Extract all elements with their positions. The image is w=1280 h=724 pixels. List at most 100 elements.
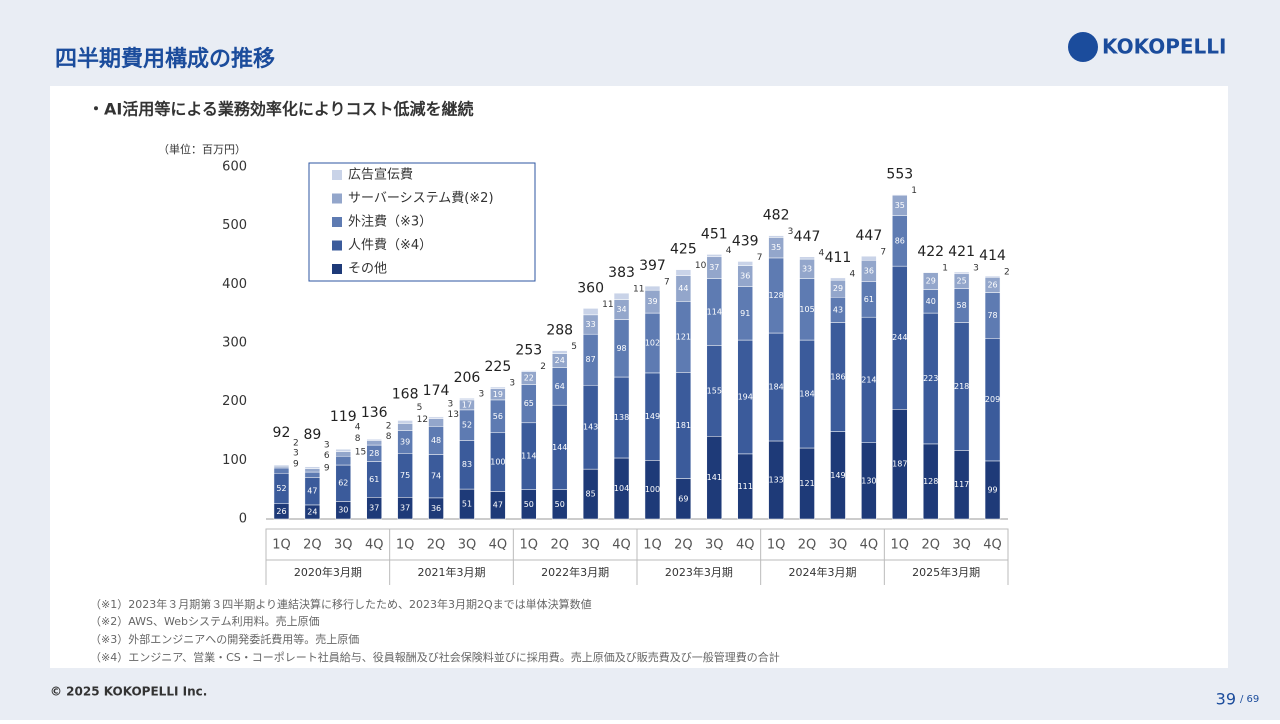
data-label: 10 xyxy=(695,261,707,271)
data-label: 62 xyxy=(338,479,348,488)
x-tick-label: 3Q xyxy=(705,538,724,553)
data-label: 117 xyxy=(954,480,969,489)
data-label: 209 xyxy=(985,395,1000,404)
total-label: 414 xyxy=(979,248,1006,264)
data-label: 3 xyxy=(973,264,979,274)
total-label: 168 xyxy=(392,386,419,402)
slide-title: 四半期費用構成の推移 xyxy=(55,46,275,72)
data-label: 83 xyxy=(462,460,472,469)
group-label: 2023年3月期 xyxy=(665,565,733,579)
data-label: 17 xyxy=(462,400,472,409)
data-label: 214 xyxy=(861,375,876,384)
group-label: 2020年3月期 xyxy=(294,565,362,579)
group-label: 2025年3月期 xyxy=(912,565,980,579)
data-label: 33 xyxy=(586,320,596,329)
data-label: 4 xyxy=(726,246,732,256)
data-label: 87 xyxy=(586,355,596,364)
data-label: 47 xyxy=(493,501,503,510)
page-total: / 69 xyxy=(1240,694,1259,705)
data-label: 47 xyxy=(307,487,317,496)
total-label: 425 xyxy=(670,242,697,258)
data-label: 36 xyxy=(864,266,874,275)
copyright: © 2025 KOKOPELLI Inc. xyxy=(50,685,207,699)
group-label: 2021年3月期 xyxy=(418,565,486,579)
x-tick-label: 4Q xyxy=(736,538,755,553)
data-label: 36 xyxy=(740,272,750,281)
bar-segment xyxy=(799,256,815,260)
data-label: 5 xyxy=(571,342,577,352)
x-tick-label: 1Q xyxy=(767,538,786,553)
x-tick-label: 4Q xyxy=(489,538,508,553)
data-label: 50 xyxy=(555,500,565,509)
data-label: 40 xyxy=(926,297,936,306)
bar-segment xyxy=(335,451,352,457)
logo-icon xyxy=(1068,32,1098,62)
total-label: 174 xyxy=(423,383,450,399)
data-label: 35 xyxy=(771,243,781,252)
data-label: 61 xyxy=(369,475,379,484)
data-label: 25 xyxy=(957,277,967,286)
bar-segment xyxy=(428,416,444,419)
total-label: 119 xyxy=(330,409,357,425)
y-tick-label: 0 xyxy=(239,512,247,527)
data-label: 3 xyxy=(788,227,794,237)
data-label: 26 xyxy=(276,507,286,516)
data-label: 244 xyxy=(892,333,907,342)
total-label: 439 xyxy=(732,233,759,249)
data-label: 1 xyxy=(911,186,917,196)
total-label: 253 xyxy=(515,343,542,359)
data-label: 13 xyxy=(448,410,459,420)
bar-segment xyxy=(335,448,352,452)
footnote: （※3）外部エンジニアへの開発委託費用等。売上原価 xyxy=(90,632,359,646)
y-tick-label: 100 xyxy=(222,453,247,468)
data-label: 111 xyxy=(738,482,753,491)
data-label: 100 xyxy=(490,458,505,467)
data-label: 8 xyxy=(355,434,361,444)
x-tick-label: 1Q xyxy=(396,538,415,553)
data-label: 22 xyxy=(524,374,534,383)
data-label: 11 xyxy=(602,300,613,310)
bar-segment xyxy=(551,350,568,354)
data-label: 85 xyxy=(586,490,596,499)
legend-swatch xyxy=(332,240,342,251)
bar-segment xyxy=(428,418,444,427)
data-label: 4 xyxy=(849,269,855,279)
data-label: 52 xyxy=(462,421,472,430)
x-tick-label: 2Q xyxy=(427,538,446,553)
y-tick-label: 600 xyxy=(222,160,247,175)
total-label: 288 xyxy=(546,323,573,339)
x-tick-label: 3Q xyxy=(458,538,477,553)
total-label: 360 xyxy=(577,280,604,296)
total-label: 451 xyxy=(701,226,728,242)
data-label: 194 xyxy=(738,392,753,401)
data-label: 52 xyxy=(276,484,286,493)
bar-segment xyxy=(892,194,908,196)
data-label: 149 xyxy=(645,412,660,421)
data-label: 78 xyxy=(987,311,997,320)
data-label: 2 xyxy=(540,362,546,372)
bar-segment xyxy=(304,466,321,469)
bar-segment xyxy=(273,467,290,474)
data-label: 102 xyxy=(645,339,660,348)
bar-segment xyxy=(613,292,630,300)
x-tick-label: 4Q xyxy=(860,538,879,553)
data-label: 51 xyxy=(462,500,472,509)
total-label: 447 xyxy=(856,228,883,244)
total-label: 225 xyxy=(485,359,512,375)
bar-segment xyxy=(273,464,290,467)
total-label: 553 xyxy=(886,167,913,183)
legend-label: その他 xyxy=(348,262,387,277)
data-label: 128 xyxy=(923,477,938,486)
data-label: 8 xyxy=(386,432,392,442)
data-label: 24 xyxy=(555,356,565,365)
footnote: （※1）2023年３月期第３四半期より連結決算に移行したため、2023年3月期2… xyxy=(90,597,592,611)
data-label: 1 xyxy=(942,264,948,274)
data-label: 100 xyxy=(645,485,660,494)
total-label: 397 xyxy=(639,258,666,274)
data-label: 149 xyxy=(830,471,845,480)
group-label: 2024年3月期 xyxy=(789,565,857,579)
x-tick-label: 2Q xyxy=(798,538,817,553)
bar-segment xyxy=(366,440,382,446)
legend-label: 人件費（※4） xyxy=(348,238,432,253)
